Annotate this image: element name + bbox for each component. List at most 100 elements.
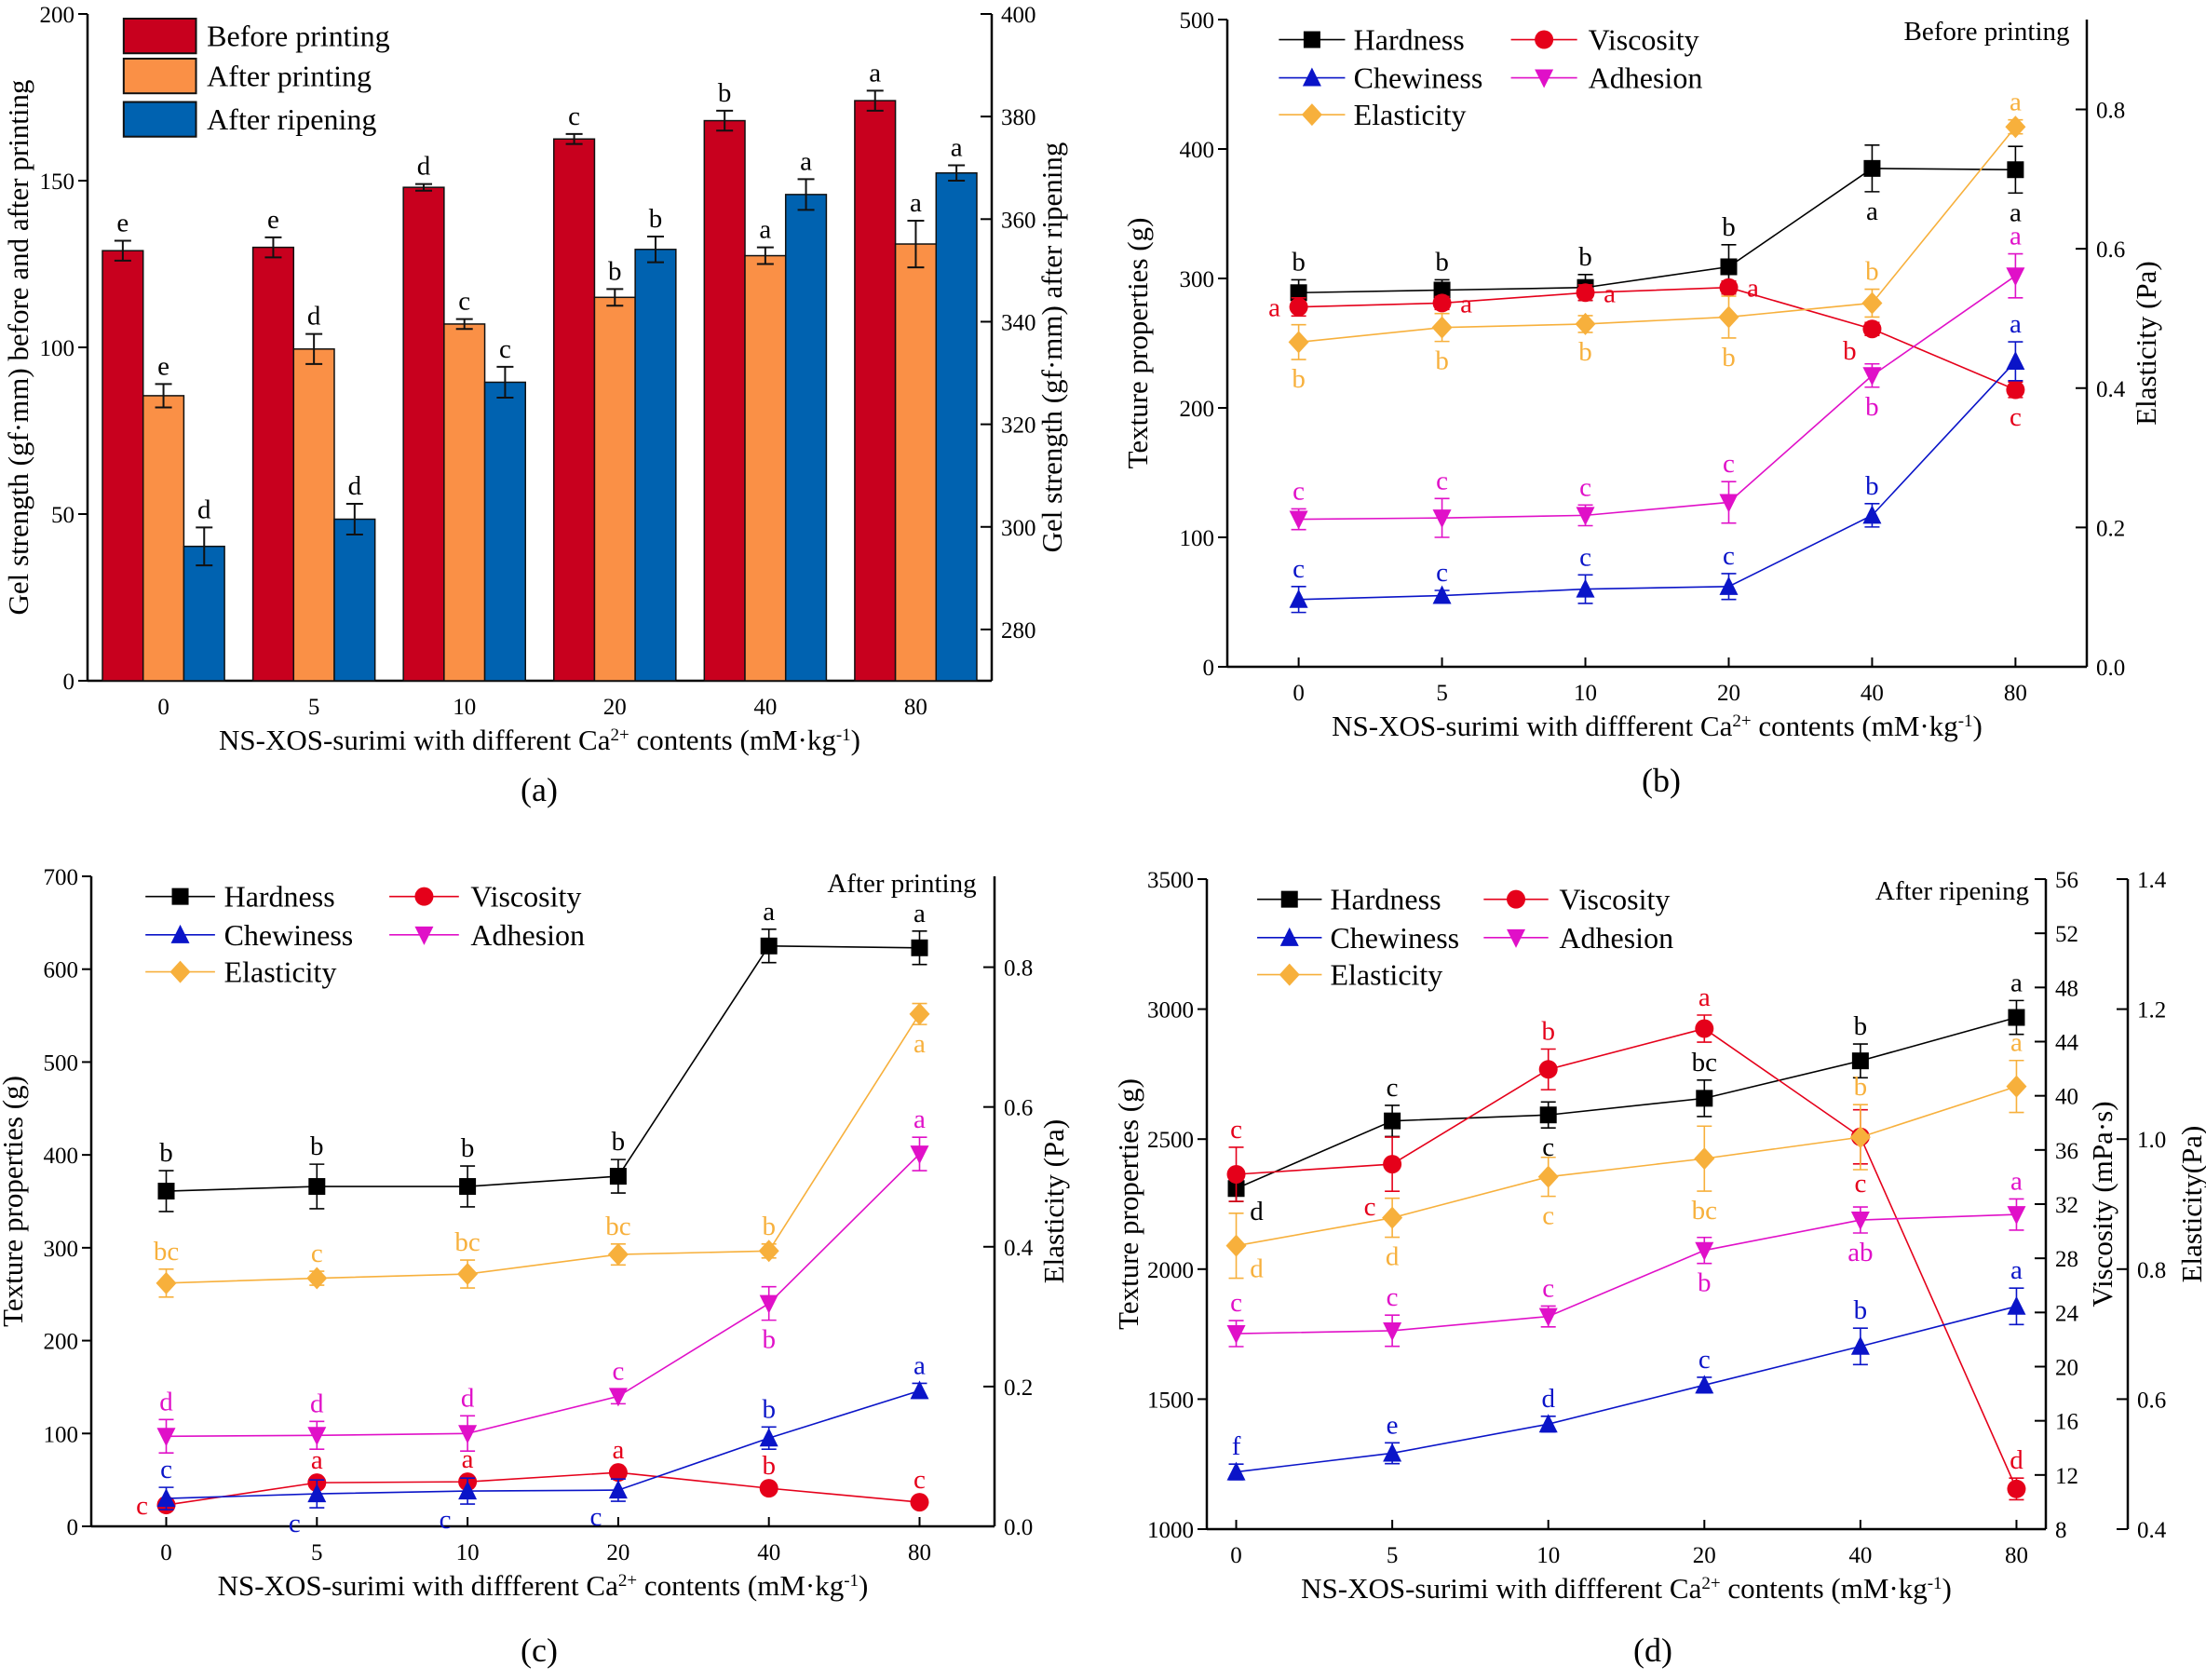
x-axis-tick-label: 0 <box>157 695 169 720</box>
x-axis-title: NS-XOS-surimi with diffferent Ca2+ conte… <box>1301 1572 1952 1605</box>
series-viscosity: c a a a b c <box>136 1435 929 1521</box>
significance-letter: c <box>1292 554 1305 584</box>
data-point-circle <box>2006 380 2025 400</box>
legend-marker-diamond <box>169 960 191 983</box>
x-axis-tick-label: 40 <box>1861 681 1884 706</box>
left-axis-tick-label: 2500 <box>1147 1128 1194 1153</box>
right-axis-tick-label: 28 <box>2055 1247 2078 1272</box>
legend-label: Hardness <box>1330 883 1441 916</box>
data-point-square <box>2007 161 2024 179</box>
significance-letter: b <box>1865 471 1879 501</box>
bar <box>552 138 596 682</box>
significance-letter: d <box>159 1387 173 1416</box>
left-axis-tick-label: 500 <box>44 1050 79 1076</box>
error-bar <box>196 526 213 567</box>
significance-letter: c <box>589 1502 602 1532</box>
error-bar <box>716 109 734 132</box>
significance-letter: b <box>1698 1268 1712 1298</box>
right-axis-tick-label: 24 <box>2055 1301 2079 1326</box>
x-axis-title-part: NS-XOS-surimi with diffferent Ca <box>1301 1572 1701 1605</box>
significance-letter: a <box>1866 196 1878 226</box>
significance-letter: bc <box>454 1227 480 1257</box>
data-point-square <box>1863 159 1881 177</box>
series-elasticity: bc c bc bc b a <box>154 1002 930 1298</box>
significance-letter: c <box>1698 1345 1711 1375</box>
series-viscosity: a a a abc <box>1268 274 2025 432</box>
legend-label: Elasticity <box>1354 98 1467 131</box>
legend-marker-triangle-up <box>170 924 190 943</box>
error-bar <box>114 239 131 262</box>
left-axis-tick-label: 500 <box>1180 8 1215 34</box>
series-after-printing: e d c b a a <box>142 188 938 682</box>
legend-label: Viscosity <box>470 880 581 914</box>
data-point-square <box>1433 281 1451 299</box>
data-point-triangle-down <box>1850 1212 1870 1231</box>
data-point-diamond <box>306 1267 328 1290</box>
significance-letter: a <box>1268 293 1280 323</box>
data-point-triangle-up <box>1576 578 1595 598</box>
x-axis-title-part: contents (mM·kg <box>629 724 836 756</box>
data-point-circle <box>1432 293 1452 313</box>
significance-letter: c <box>1542 1273 1554 1303</box>
legend-label: After printing <box>207 60 372 93</box>
significance-letter: d <box>307 302 321 332</box>
x-axis-tick-label: 10 <box>456 1540 480 1565</box>
significance-letter: c <box>1436 466 1448 495</box>
data-point-triangle-up <box>156 1488 176 1508</box>
right-axis-tick-label: 0.6 <box>2096 237 2125 263</box>
panel-annotation: After ripening <box>1875 876 2029 906</box>
data-point-square <box>459 1178 477 1196</box>
significance-letter: b <box>1854 1295 1868 1325</box>
series-line <box>1236 1085 2017 1247</box>
legend-label: Elasticity <box>224 955 337 989</box>
right-axis-tick-label: 0.0 <box>2096 656 2125 681</box>
data-point-triangle-down <box>1576 507 1595 526</box>
error-bar <box>948 164 966 182</box>
data-point-diamond <box>1575 312 1596 335</box>
significance-letter: e <box>267 205 279 235</box>
data-point-diamond <box>1288 331 1309 354</box>
series-line <box>1236 1016 2017 1189</box>
right-axis-tick-label: 0.0 <box>1004 1515 1033 1540</box>
left-axis-title: Gel strength (gf·mm) before and after pr… <box>2 79 34 615</box>
series-line <box>1236 1213 2017 1335</box>
significance-letter: c <box>458 287 470 317</box>
series-line <box>166 1471 920 1506</box>
data-point-triangle-down <box>156 1428 176 1447</box>
data-point-square <box>1290 284 1307 302</box>
legend-label: Before printing <box>207 20 389 53</box>
data-point-triangle-up <box>307 1484 327 1503</box>
x-axis-title-part: ) <box>851 724 860 756</box>
significance-letter: b <box>762 1394 776 1424</box>
data-point-triangle-up <box>759 1428 778 1447</box>
significance-letter: c <box>2010 402 2022 432</box>
left-axis-tick-label: 600 <box>44 958 79 983</box>
data-point-triangle-up <box>910 1380 929 1400</box>
right-axis-tick-label: 360 <box>1001 208 1036 233</box>
data-point-circle <box>1862 319 1882 339</box>
x-axis-tick-label: 5 <box>1387 1543 1399 1568</box>
error-bar <box>496 365 514 399</box>
x-axis-title: NS-XOS-surimi with different Ca2+ conten… <box>219 724 860 756</box>
left-axis-tick-label: 100 <box>44 1422 79 1447</box>
right2-axis-title: Elasticity(Pa) <box>2175 1126 2206 1283</box>
significance-letter: b <box>649 204 663 234</box>
data-point-circle <box>1576 283 1595 303</box>
error-bar <box>756 246 774 265</box>
x-axis-tick-label: 20 <box>606 1540 629 1565</box>
right-axis-title: Elasticity (Pa) <box>1037 1119 1070 1283</box>
x-axis-tick-label: 40 <box>757 1540 780 1565</box>
significance-letter: b <box>1435 346 1449 376</box>
legend-label: Viscosity <box>1559 883 1670 916</box>
data-point-triangle-up <box>2006 350 2025 370</box>
significance-letter: d <box>461 1383 475 1413</box>
error-bar <box>415 183 433 192</box>
series-line <box>1236 1305 2017 1473</box>
right-axis-tick-label: 300 <box>1001 516 1036 541</box>
right2-axis-tick-label: 1.2 <box>2137 998 2166 1023</box>
left-axis-tick-label: 1000 <box>1147 1518 1194 1543</box>
legend-label: Adhesion <box>1559 921 1673 955</box>
series-chewiness: c c c c b a <box>156 1350 929 1538</box>
